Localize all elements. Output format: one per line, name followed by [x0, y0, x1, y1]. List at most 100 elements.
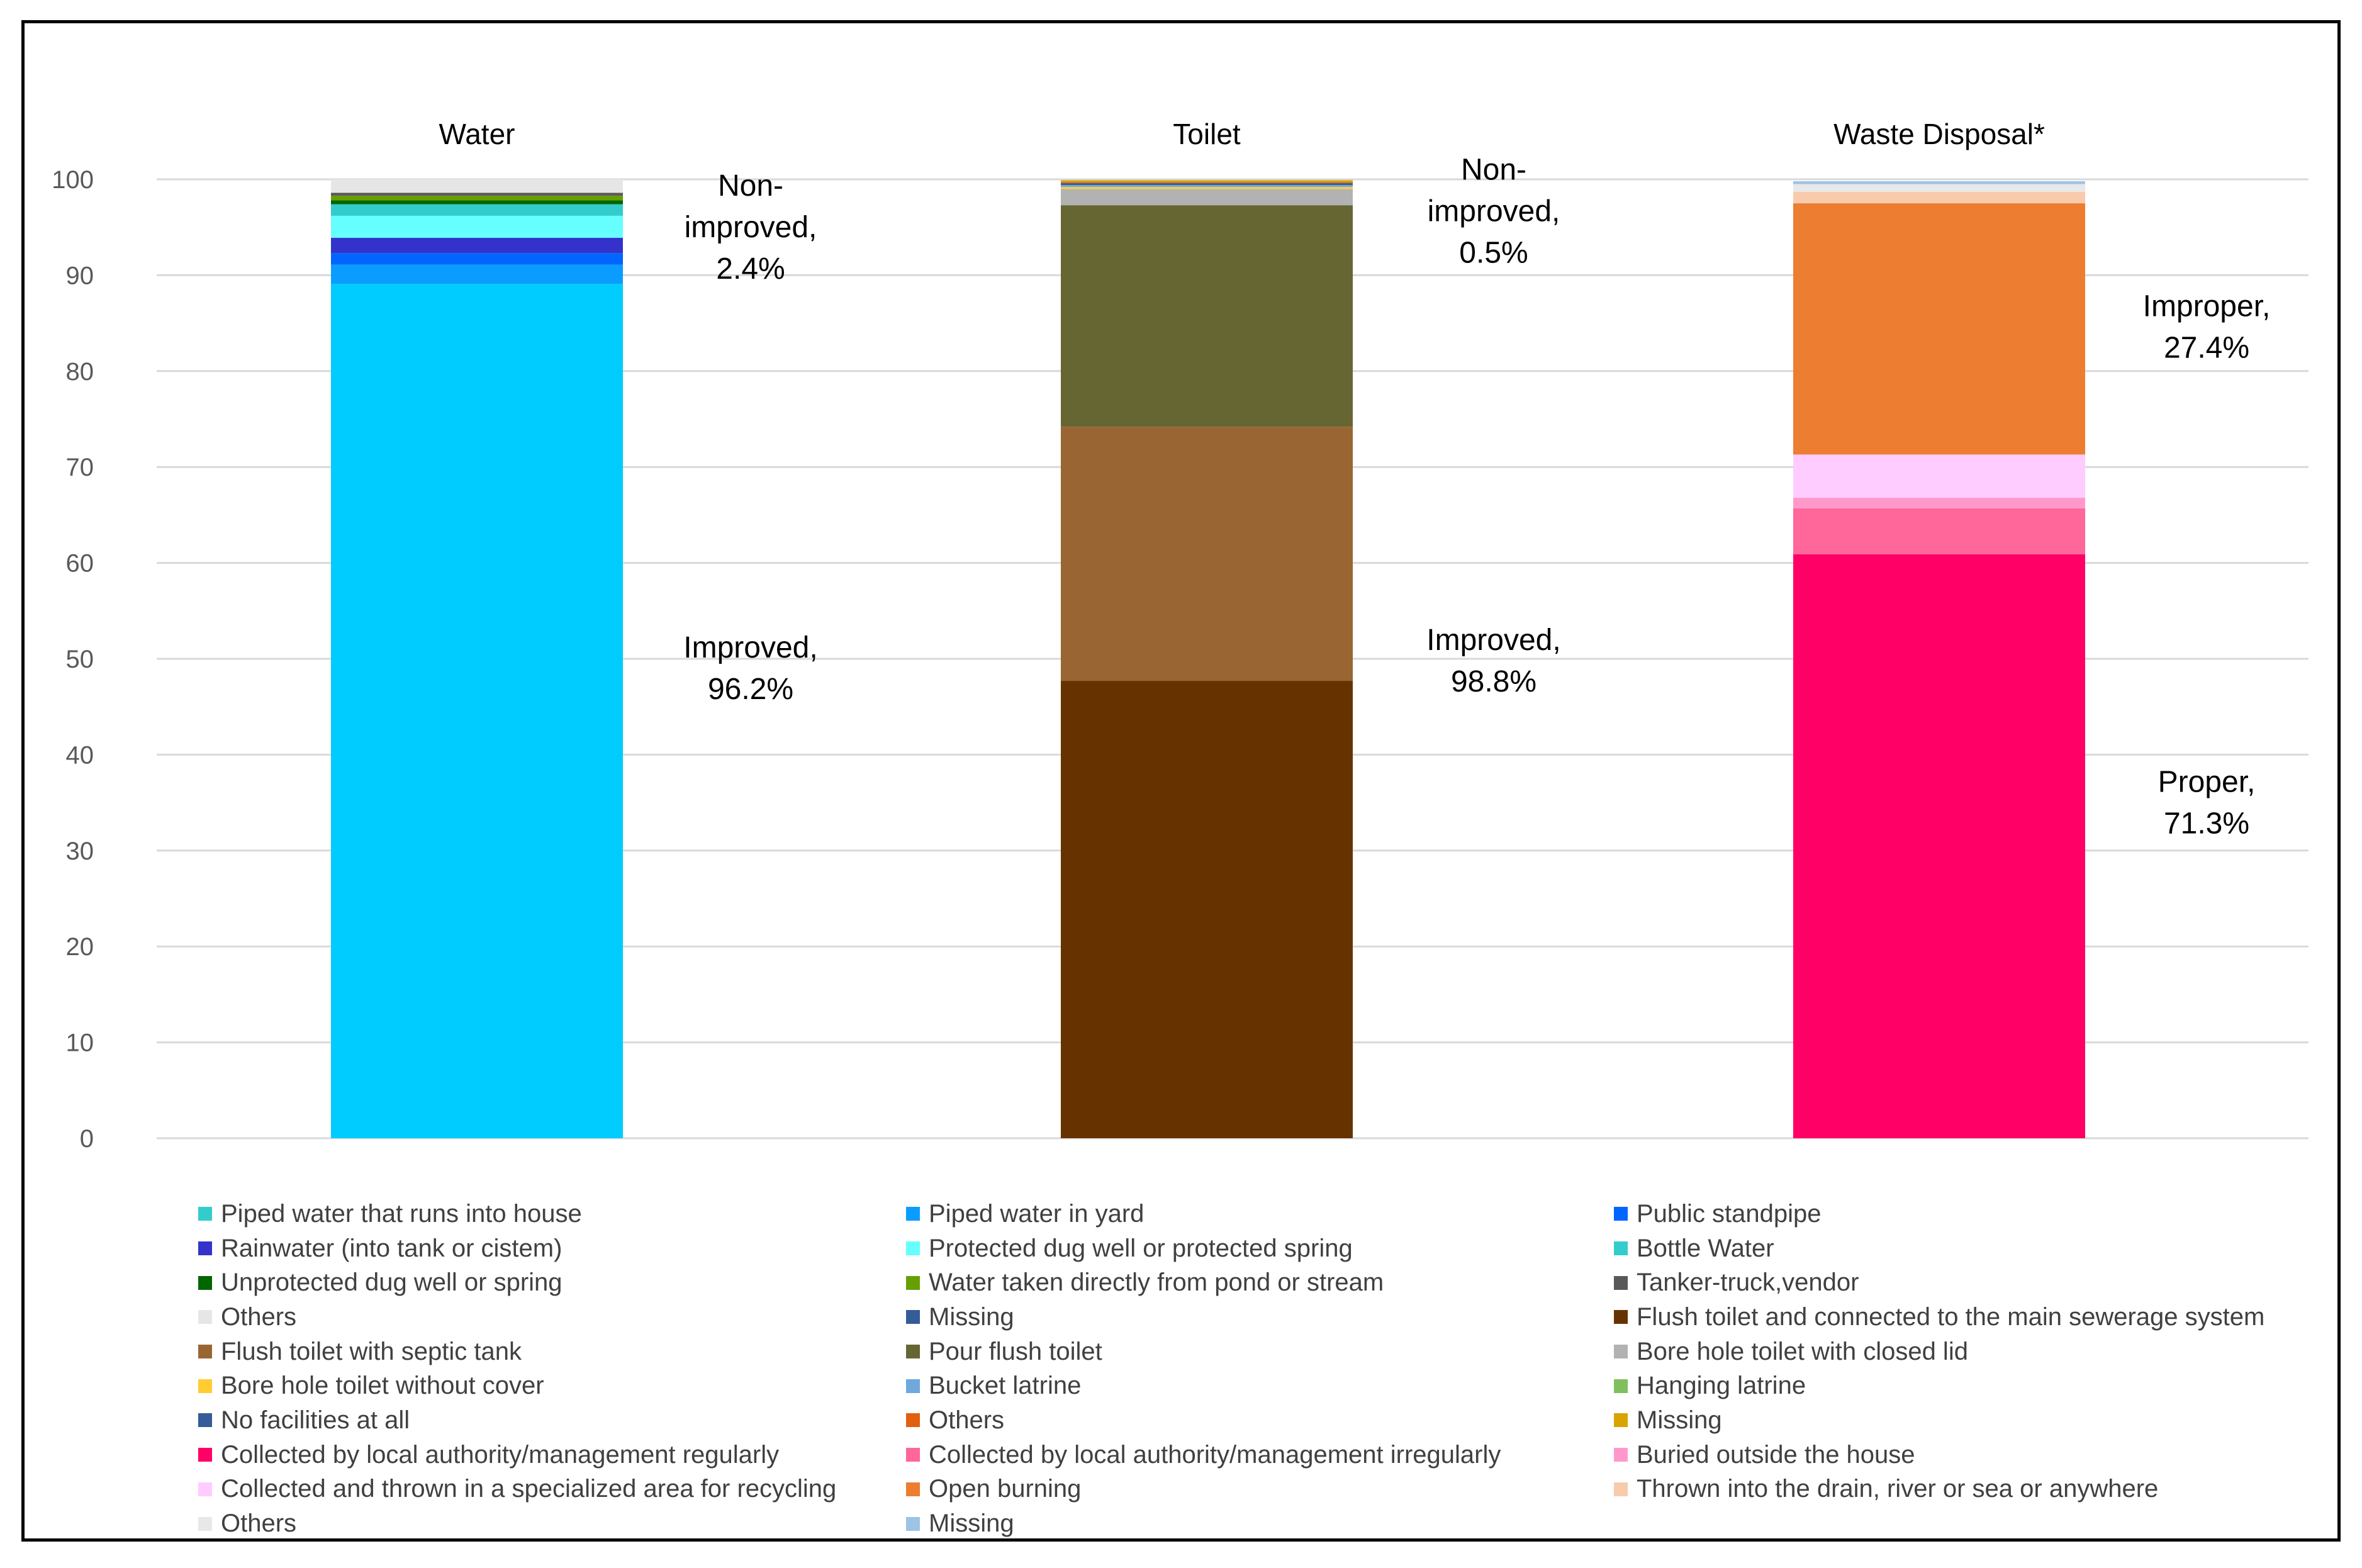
legend-swatch — [198, 1345, 212, 1359]
annotation-line: 27.4% — [2164, 332, 2249, 365]
legend-item: No facilities at all — [198, 1403, 906, 1438]
legend-label: Water taken directly from pond or stream — [929, 1268, 1384, 1297]
legend-label: Others — [929, 1406, 1005, 1434]
legend-swatch — [906, 1516, 920, 1531]
legend-label: Others — [221, 1302, 297, 1331]
bar-segment — [1793, 184, 2085, 192]
annotation: Non-improved, 0.5% — [1428, 153, 1560, 269]
annotation-line: improved, — [685, 211, 817, 244]
annotation-line: improved, — [1428, 194, 1560, 228]
legend-item: Tanker-truck,vendor — [1614, 1265, 2300, 1300]
legend-item: Bucket latrine — [906, 1369, 1614, 1403]
y-tick-label: 20 — [66, 933, 94, 961]
legend-label: Collected by local authority/management … — [929, 1440, 1501, 1469]
legend-swatch — [906, 1310, 920, 1324]
legend-label: Public standpipe — [1637, 1199, 1822, 1228]
y-tick-label: 100 — [52, 166, 94, 194]
legend-item: Unprotected dug well or spring — [198, 1265, 906, 1300]
legend-swatch — [1614, 1482, 1628, 1496]
y-tick-label: 60 — [66, 550, 94, 578]
annotation: Improved, 98.8% — [1426, 624, 1560, 698]
legend-label: Flush toilet and connected to the main s… — [1637, 1302, 2265, 1331]
legend-swatch — [906, 1207, 920, 1221]
bar-segment — [1793, 203, 2085, 455]
category-label: Toilet — [1173, 118, 1241, 150]
bar-segment — [1061, 427, 1353, 681]
legend-label: Unprotected dug well or spring — [221, 1268, 563, 1297]
legend-swatch — [906, 1379, 920, 1393]
stacked-bar-chart: 0 10 20 30 40 50 60 70 80 90 100 Water Toilet Waste … — [52, 118, 2309, 1153]
legend-label: Buried outside the house — [1637, 1440, 1915, 1469]
legend-label: Piped water in yard — [929, 1199, 1145, 1228]
bar-1 — [1061, 180, 1353, 1138]
legend-item: Others — [906, 1403, 1614, 1438]
bar-segment — [331, 215, 623, 238]
legend-swatch — [906, 1275, 920, 1290]
bar-segment — [1061, 189, 1353, 206]
legend-item: Thrown into the drain, river or sea or a… — [1614, 1472, 2300, 1507]
legend-item: Missing — [1614, 1403, 2300, 1438]
annotation: Improper, 27.4% — [2143, 290, 2271, 365]
bar-segment — [331, 204, 623, 216]
bar-segment — [331, 253, 623, 265]
legend-label: Missing — [929, 1509, 1014, 1538]
bar-segment — [1793, 191, 2085, 204]
bar-segment — [331, 179, 623, 193]
annotation-line: Improved, — [1426, 624, 1560, 657]
legend-swatch — [906, 1448, 920, 1462]
annotation: Proper, 71.3% — [2158, 766, 2256, 841]
category-label: Waste Disposal* — [1833, 118, 2045, 150]
annotation-line: Improper, — [2143, 290, 2271, 323]
legend-item: Rainwater (into tank or cistem) — [198, 1231, 906, 1266]
legend-label: Missing — [1637, 1406, 1722, 1434]
legend-swatch — [198, 1482, 212, 1496]
legend-item: Hanging latrine — [1614, 1369, 2300, 1403]
legend-label: Thrown into the drain, river or sea or a… — [1637, 1475, 2159, 1503]
legend-swatch — [906, 1345, 920, 1359]
legend-label: Pour flush toilet — [929, 1337, 1102, 1365]
legend-label: Rainwater (into tank or cistem) — [221, 1234, 563, 1262]
y-tick-label: 80 — [66, 358, 94, 386]
legend-item: Water taken directly from pond or stream — [906, 1265, 1614, 1300]
legend-label: Collected by local authority/management … — [221, 1440, 780, 1469]
legend-swatch — [906, 1482, 920, 1496]
annotation: Non-improved, 2.4% — [685, 169, 817, 286]
legend-label: Missing — [929, 1302, 1014, 1331]
legend-label: Tanker-truck,vendor — [1637, 1268, 1859, 1297]
legend: Piped water that runs into house Piped wa… — [198, 1197, 2300, 1541]
legend-label: Bottle Water — [1637, 1234, 1774, 1262]
y-tick-label: 0 — [80, 1125, 94, 1153]
bar-2 — [1793, 181, 2085, 1138]
legend-item: Bore hole toilet without cover — [198, 1369, 906, 1403]
legend-item: Protected dug well or protected spring — [906, 1231, 1614, 1266]
annotation-line: Non- — [1461, 153, 1526, 186]
legend-swatch — [198, 1516, 212, 1531]
legend-item: Missing — [906, 1506, 1614, 1541]
bar-segment — [1061, 182, 1353, 184]
legend-label: Bore hole toilet with closed lid — [1637, 1337, 1968, 1365]
y-axis-ticks: 0 10 20 30 40 50 60 70 80 90 100 — [52, 166, 94, 1153]
y-tick-label: 50 — [66, 646, 94, 673]
annotation-line: Proper, — [2158, 766, 2256, 799]
legend-item: Bottle Water — [1614, 1231, 2300, 1266]
y-tick-label: 10 — [66, 1029, 94, 1057]
legend-item: Others — [198, 1300, 906, 1335]
bar-segment — [1061, 187, 1353, 189]
bar-segment — [1793, 181, 2085, 184]
annotation-line: 98.8% — [1451, 665, 1536, 698]
legend-label: Protected dug well or protected spring — [929, 1234, 1353, 1262]
category-label: Water — [439, 118, 515, 150]
annotation-line: 96.2% — [708, 673, 793, 706]
category-labels: Water Toilet Waste Disposal* — [439, 118, 2045, 150]
legend-item: Missing — [906, 1300, 1614, 1335]
annotation-line: Improved, — [683, 631, 817, 664]
legend-swatch — [198, 1379, 212, 1393]
bars — [331, 179, 2085, 1139]
bar-segment — [331, 200, 623, 204]
chart-frame: 0 10 20 30 40 50 60 70 80 90 100 Water Toilet Waste … — [21, 20, 2341, 1542]
legend-swatch — [906, 1413, 920, 1428]
legend-item: Collected by local authority/management … — [906, 1438, 1614, 1472]
legend-label: No facilities at all — [221, 1406, 410, 1434]
legend-swatch — [1614, 1207, 1628, 1221]
annotation-line: 0.5% — [1459, 236, 1528, 269]
